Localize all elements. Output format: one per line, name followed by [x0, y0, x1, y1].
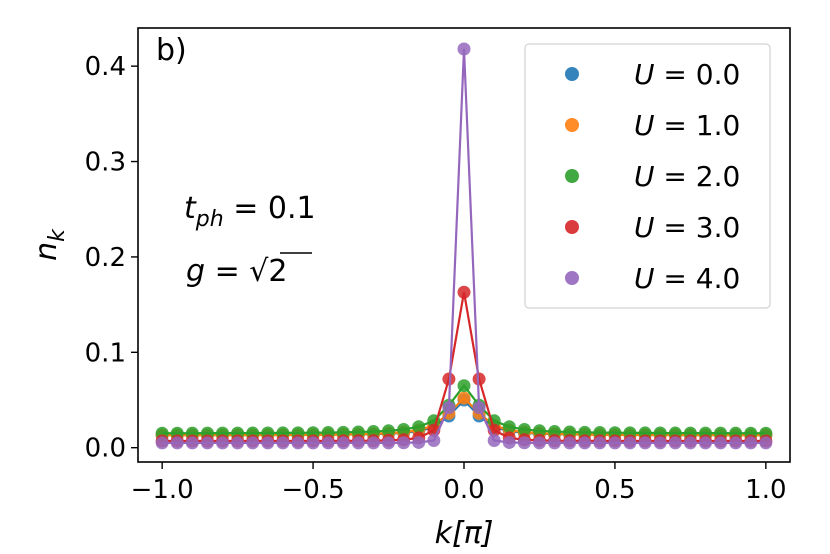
annotation-tph-sub: ph [195, 207, 224, 232]
data-point [668, 436, 682, 450]
annotation-g-main: g [186, 254, 205, 289]
data-point [170, 436, 184, 450]
series-layer [155, 42, 773, 450]
data-point [397, 436, 411, 450]
data-point [472, 401, 486, 415]
series-4 [155, 42, 773, 450]
data-point [427, 434, 441, 448]
svg-text:nk: nk [29, 228, 70, 261]
data-point [382, 424, 396, 438]
data-point [457, 391, 471, 405]
legend-label: U = 3.0 [634, 211, 740, 244]
data-point [683, 436, 697, 450]
data-point [593, 436, 607, 450]
annotation-tph-main: t [184, 191, 197, 226]
data-point [472, 372, 486, 386]
annotation-tph-value: = 0.1 [224, 191, 316, 226]
data-point [457, 285, 471, 299]
x-tick-label: 0.0 [443, 475, 484, 505]
data-point [457, 379, 471, 393]
legend-box [524, 43, 771, 309]
data-point [366, 436, 380, 450]
y-tick-label: 0.4 [85, 52, 126, 82]
data-point [714, 436, 728, 450]
y-tick-label: 0.2 [85, 243, 126, 273]
data-point [502, 435, 516, 449]
data-point [412, 435, 426, 449]
legend-marker [565, 271, 579, 285]
data-point [306, 436, 320, 450]
panel-label: b) [156, 33, 187, 68]
legend-label: U = 2.0 [634, 160, 740, 193]
data-point [729, 436, 743, 450]
data-point [759, 436, 773, 450]
data-point [246, 436, 260, 450]
data-point [532, 424, 546, 438]
data-point [457, 42, 471, 56]
annotation-g-root: √ [249, 254, 269, 289]
legend-marker [565, 169, 579, 183]
data-point [653, 436, 667, 450]
data-point [638, 436, 652, 450]
data-point [382, 436, 396, 450]
data-point [397, 422, 411, 436]
data-point [578, 436, 592, 450]
y-axis-label: nk [29, 228, 70, 261]
legend-marker [565, 67, 579, 81]
data-point [608, 436, 622, 450]
data-point [291, 436, 305, 450]
data-point [185, 436, 199, 450]
x-tick-label: 0.5 [594, 475, 635, 505]
y-tick-label: 0.3 [85, 148, 126, 178]
annotation-g: g = √2 [186, 254, 287, 289]
data-point [517, 422, 531, 436]
x-tick-label: 1.0 [745, 475, 786, 505]
x-axis: −1.0 −0.5 0.0 0.5 1.0 [131, 462, 787, 505]
data-point [487, 434, 501, 448]
data-point [532, 436, 546, 450]
data-point [321, 436, 335, 450]
data-point [261, 436, 275, 450]
legend-label: U = 0.0 [634, 58, 740, 91]
data-point [412, 420, 426, 434]
data-point [351, 436, 365, 450]
legend-label: U = 1.0 [634, 109, 740, 142]
y-axis-label-main: n [29, 242, 64, 261]
data-point [276, 436, 290, 450]
legend-marker [565, 118, 579, 132]
x-axis-label: k[π] [435, 516, 494, 551]
data-point [517, 436, 531, 450]
y-axis: 0.0 0.1 0.2 0.3 0.4 [85, 52, 138, 464]
data-point [366, 425, 380, 439]
data-point [216, 436, 230, 450]
x-tick-label: −0.5 [282, 475, 345, 505]
data-point [336, 436, 350, 450]
data-point [502, 420, 516, 434]
y-tick-label: 0.0 [85, 434, 126, 464]
data-point [623, 436, 637, 450]
data-point [442, 401, 456, 415]
data-point [155, 436, 169, 450]
y-axis-label-sub: k [45, 228, 70, 242]
legend: U = 0.0 U = 1.0 U = 2.0 U = 3.0 U = 4.0 [524, 43, 771, 309]
data-point [231, 436, 245, 450]
y-tick-label: 0.1 [85, 338, 126, 368]
annotation-g-value: 2 [268, 254, 287, 289]
annotation-tph: tph = 0.1 [184, 191, 316, 232]
x-tick-label: −1.0 [131, 475, 194, 505]
legend-label: U = 4.0 [634, 262, 740, 295]
data-point [548, 436, 562, 450]
legend-marker [565, 220, 579, 234]
data-point [698, 436, 712, 450]
data-point [548, 425, 562, 439]
data-point [563, 436, 577, 450]
annotation-g-eq: = [205, 254, 249, 289]
data-point [200, 436, 214, 450]
data-point [442, 372, 456, 386]
data-point [744, 436, 758, 450]
